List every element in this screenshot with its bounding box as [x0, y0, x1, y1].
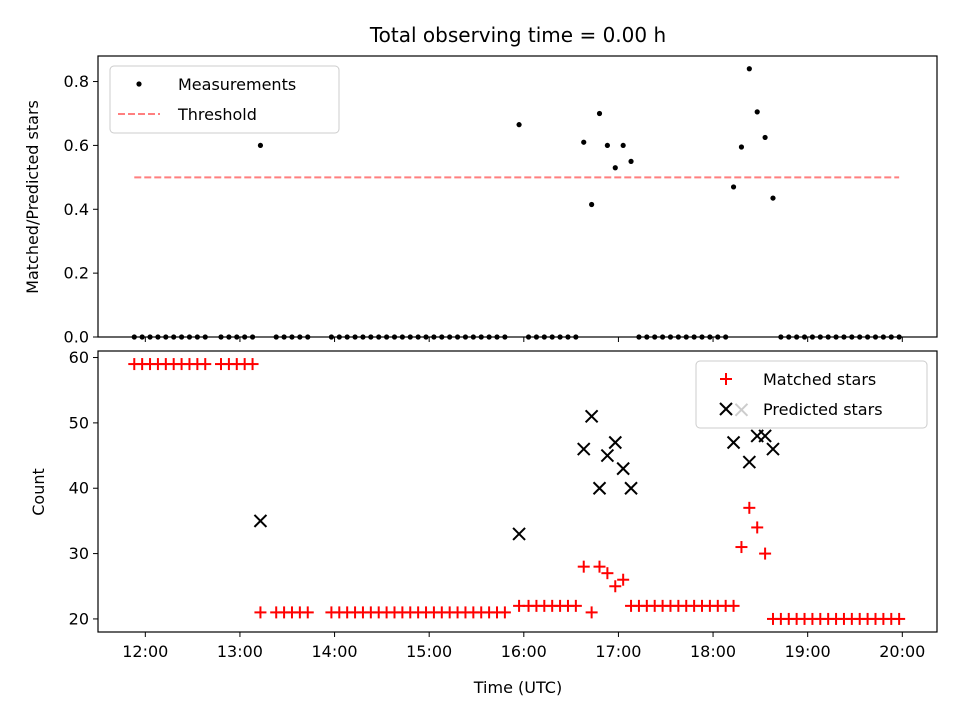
x-tick-label: 12:00 — [122, 642, 168, 661]
matched-star-point — [609, 580, 622, 593]
top-chart-title: Total observing time = 0.00 h — [369, 23, 666, 47]
matched-star-point — [246, 358, 259, 371]
x-tick-label: 18:00 — [690, 642, 736, 661]
predicted-star-point — [577, 442, 591, 456]
predicted-star-point — [512, 527, 526, 541]
measurement-point — [754, 109, 760, 115]
measurement-point — [730, 184, 737, 190]
predicted-star-point — [624, 481, 638, 495]
measurement-point — [770, 195, 776, 201]
matched-star-point — [199, 358, 212, 371]
bottom-plot-frame — [97, 350, 938, 633]
y-tick-label: 50 — [69, 413, 89, 432]
legend-predicted-label: Predicted stars — [763, 400, 883, 419]
legend-threshold-label: Threshold — [177, 105, 257, 124]
x-tick-label: 15:00 — [406, 642, 452, 661]
y-tick-label: 0.8 — [64, 72, 89, 91]
predicted-star-point — [600, 448, 615, 463]
measurement-point — [620, 142, 626, 149]
predicted-star-point — [758, 429, 772, 443]
bottom-legend: Matched stars Predicted stars — [695, 360, 928, 429]
predicted-star-point — [766, 442, 780, 456]
y-tick-label: 30 — [69, 544, 89, 563]
matched-star-point — [254, 606, 267, 619]
predicted-star-point — [742, 455, 757, 469]
legend-matched-label: Matched stars — [763, 370, 876, 389]
predicted-star-point — [584, 409, 599, 424]
predicted-star-point — [608, 435, 622, 450]
measurement-point — [604, 142, 610, 149]
measurement-point — [589, 201, 595, 208]
x-tick-label: 14:00 — [312, 642, 358, 661]
top-legend: Measurements Threshold — [109, 65, 340, 134]
bottom-y-axis-label: Count — [29, 468, 48, 516]
x-tick-label: 13:00 — [217, 642, 263, 661]
matched-star-point — [751, 521, 764, 534]
matched-star-point — [577, 560, 590, 573]
y-tick-label: 0.2 — [64, 264, 89, 283]
matched-star-point — [727, 599, 740, 612]
legend-matched-marker — [720, 373, 732, 385]
measurement-point — [257, 142, 264, 149]
bottom-plot: Matched stars Predicted stars 20 30 40 50 60… — [29, 348, 938, 697]
measurement-point — [746, 66, 752, 72]
measurement-point — [628, 158, 634, 164]
bottom-x-axis-label: Time (UTC) — [473, 678, 562, 697]
x-tick-label: 17:00 — [595, 642, 641, 661]
y-tick-label: 20 — [69, 609, 89, 628]
x-tick-label: 19:00 — [785, 642, 831, 661]
legend-predicted-marker — [719, 402, 733, 416]
top-legend-box — [109, 65, 340, 134]
legend-measurements-label: Measurements — [178, 75, 296, 94]
matched-star-point — [759, 547, 772, 560]
y-tick-label: 0.6 — [64, 136, 89, 155]
y-tick-label: 40 — [69, 479, 89, 498]
measurement-point — [516, 122, 522, 128]
y-tick-label: 60 — [69, 348, 89, 367]
measurement-point — [581, 139, 587, 145]
legend-measurements-marker — [136, 81, 142, 87]
x-tick-label: 20:00 — [879, 642, 925, 661]
predicted-star-point — [616, 461, 630, 476]
top-y-axis: 0.0 0.2 0.4 0.6 0.8 — [64, 72, 98, 347]
matched-star-point — [735, 541, 748, 554]
matched-star-point — [743, 501, 756, 514]
predicted-star-point — [592, 481, 607, 495]
y-tick-label: 0.4 — [64, 200, 89, 219]
matched-star-point — [617, 573, 630, 586]
matched-star-point — [301, 606, 314, 619]
top-x-axis — [144, 337, 903, 342]
matched-star-point — [498, 606, 511, 619]
measurement-point — [738, 144, 745, 150]
matched-star-point — [893, 612, 906, 625]
x-tick-label: 16:00 — [501, 642, 547, 661]
predicted-star-point — [726, 435, 741, 450]
measurement-point — [596, 110, 603, 117]
bottom-legend-box — [695, 360, 928, 429]
top-plot-frame — [97, 55, 938, 338]
bottom-y-axis: 20 30 40 50 60 — [69, 348, 98, 628]
matched-star-point — [585, 606, 598, 619]
matched-star-point — [593, 560, 606, 573]
y-tick-label: 0.0 — [64, 328, 89, 347]
top-plot: 0.00.20.40.60.8 Matched/Predicted stars … — [23, 55, 938, 347]
measurement-point — [762, 134, 768, 141]
bottom-x-axis: 12:00 13:00 14:00 15:00 16:00 17:00 18:00 19:00… — [122, 632, 925, 661]
top-y-axis-label: Matched/Predicted stars — [23, 100, 42, 294]
matched-stars-series — [128, 358, 906, 625]
measurement-point — [612, 165, 618, 171]
matched-star-point — [569, 599, 582, 612]
matched-star-point — [601, 567, 614, 580]
predicted-star-point — [253, 514, 268, 528]
